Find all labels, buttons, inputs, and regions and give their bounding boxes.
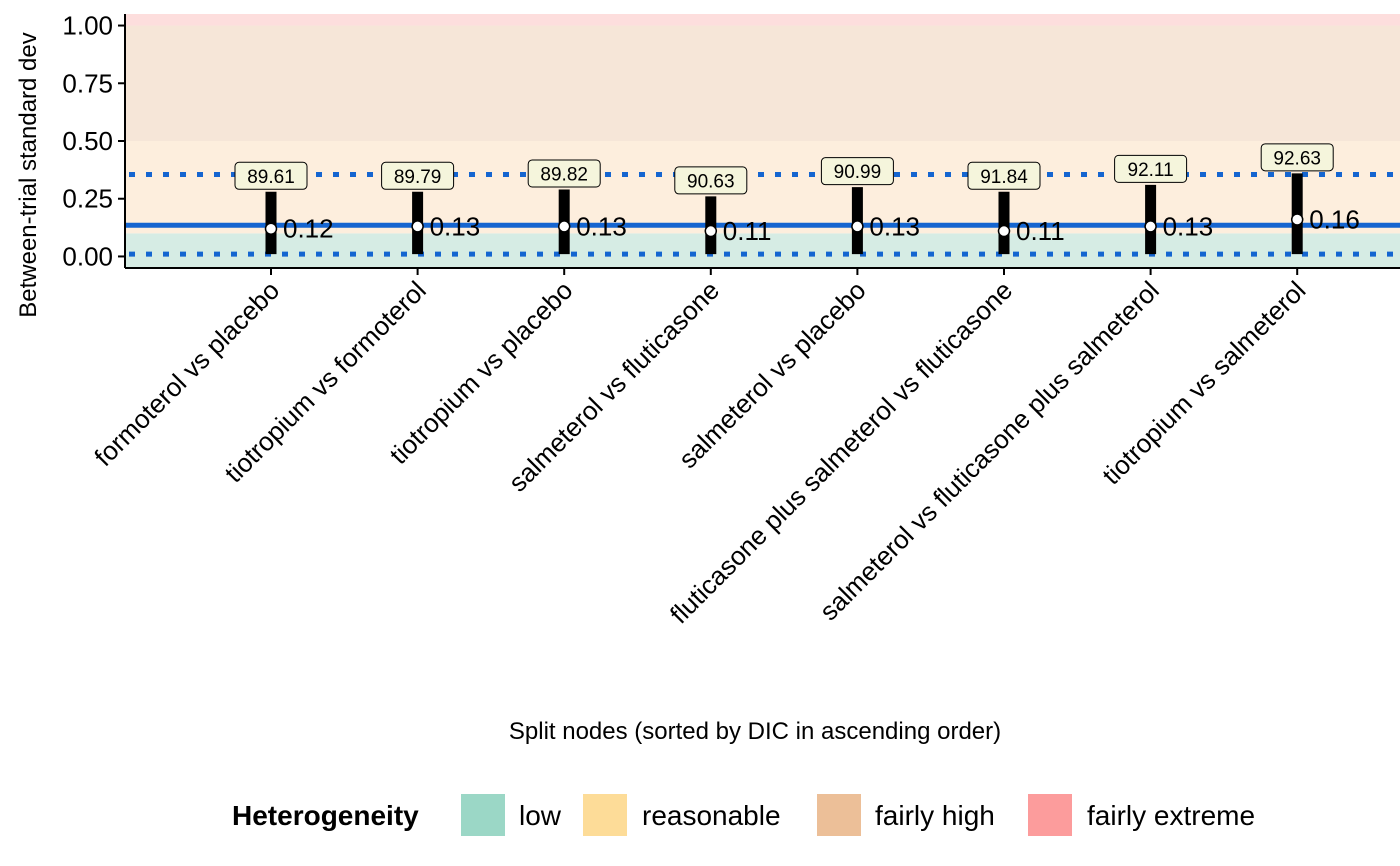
dic-label-box <box>1260 143 1334 172</box>
interval-group: 0.13 89.79 <box>381 161 481 255</box>
median-value-label: 0.11 <box>1016 216 1065 246</box>
y-axis-title: Between-trial standard dev <box>15 32 42 318</box>
band-low <box>125 233 1400 268</box>
median-point <box>997 224 1011 238</box>
legend-label: low <box>519 800 562 831</box>
y-tick-label: 0.75 <box>62 68 113 98</box>
median-value-label: 0.13 <box>1163 211 1214 241</box>
dic-label: 92.11 <box>1128 160 1174 181</box>
interval-group: 0.13 92.11 <box>1114 154 1214 255</box>
median-value-label: 0.13 <box>576 211 627 241</box>
dic-label-box <box>820 157 894 186</box>
median-point <box>411 220 424 233</box>
dic-label-box <box>967 161 1041 190</box>
y-tick-label: 1.00 <box>62 11 113 41</box>
legend-label: fairly extreme <box>1087 800 1255 831</box>
dic-label: 90.63 <box>687 171 735 192</box>
interval-group: 0.16 92.63 <box>1260 143 1360 255</box>
dic-label-box <box>674 166 748 195</box>
median-value-label: 0.16 <box>1309 205 1360 235</box>
median-value-label: 0.13 <box>869 211 920 241</box>
median-point <box>1144 220 1157 233</box>
legend: Heterogeneity low reasonable fairly high fai… <box>232 794 1255 836</box>
interval-group: 0.13 90.99 <box>820 157 920 255</box>
category-label: salmeterol vs fluticasone plus salmetero… <box>814 275 1165 626</box>
dic-label: 92.63 <box>1273 148 1321 169</box>
interval-group: 0.13 89.82 <box>527 159 627 255</box>
interval-group: 0.11 90.63 <box>674 166 772 255</box>
y-tick-label: 0.50 <box>62 126 113 156</box>
legend-key <box>817 794 861 836</box>
y-tick-label: 0.00 <box>62 241 113 271</box>
band-reasonable <box>125 141 1400 234</box>
band-fairly-extreme <box>125 14 1400 26</box>
y-tick-label: 0.25 <box>62 184 113 214</box>
median-value-label: 0.12 <box>283 214 334 244</box>
dic-label: 89.82 <box>540 164 588 185</box>
dic-label: 91.84 <box>980 167 1028 188</box>
dic-label-box <box>1114 154 1188 183</box>
legend-item: fairly high <box>817 794 995 836</box>
reference-lines <box>125 171 1400 257</box>
dic-label-box <box>381 161 455 190</box>
median-point <box>851 220 864 233</box>
dic-label-box <box>527 159 601 188</box>
interval-marks: 0.12 89.61 0.13 89.79 0.13 89.82 0.11 90.63 0.13… <box>234 143 1360 255</box>
legend-key <box>1028 794 1072 836</box>
median-point <box>704 224 718 238</box>
median-point <box>264 222 278 235</box>
legend-item: reasonable <box>583 794 781 836</box>
x-axis-title: Split nodes (sorted by DIC in ascending … <box>509 718 1001 745</box>
legend-label: fairly high <box>875 800 995 831</box>
legend-item: fairly extreme <box>1028 794 1255 836</box>
interval-group: 0.12 89.61 <box>234 161 334 255</box>
legend-key <box>583 794 627 836</box>
legend-title: Heterogeneity <box>232 800 419 831</box>
dic-label-box <box>234 161 308 190</box>
legend-item: low <box>461 794 562 836</box>
median-value-label: 0.11 <box>723 216 772 246</box>
median-point <box>557 220 571 233</box>
heterogeneity-bands <box>125 14 1400 268</box>
legend-label: reasonable <box>642 800 781 831</box>
dic-label: 90.99 <box>834 162 882 183</box>
dic-label: 89.79 <box>394 167 442 188</box>
interval-group: 0.11 91.84 <box>967 161 1065 255</box>
axes: 0.00 0.25 0.50 0.75 1.00 <box>62 11 1400 275</box>
legend-key <box>461 794 505 836</box>
band-fairly-high <box>125 25 1400 141</box>
median-point <box>1290 213 1304 226</box>
dic-label: 89.61 <box>247 167 295 188</box>
median-value-label: 0.13 <box>430 211 481 241</box>
